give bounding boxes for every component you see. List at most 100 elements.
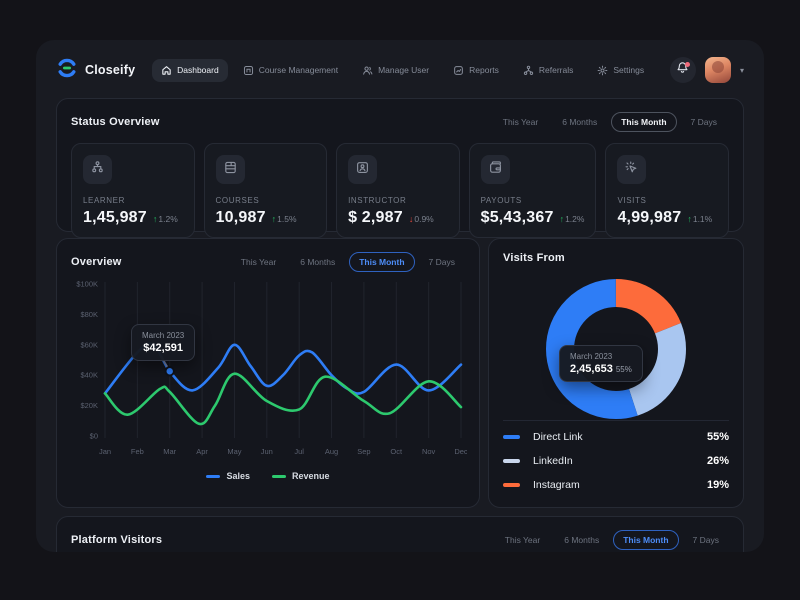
tooltip-date: March 2023: [570, 352, 613, 361]
filter-this-year[interactable]: This Year: [504, 535, 541, 545]
revenue-dash-icon: [272, 474, 286, 478]
stat-cards: LEARNER 1,45,987 ↑1.2% COURSES 10,987 ↑1…: [71, 143, 733, 238]
user-avatar[interactable]: [704, 57, 731, 83]
referral-tree-icon: [523, 65, 534, 76]
course-box-icon: [243, 65, 254, 76]
donut-tooltip: March 2023 2,45,653 55%: [559, 345, 643, 382]
svg-text:$100K: $100K: [76, 280, 98, 289]
svg-text:Feb: Feb: [131, 447, 144, 456]
legend-revenue: Revenue: [272, 471, 330, 481]
notification-dot: [684, 62, 690, 67]
filter-this-month[interactable]: This Month: [611, 112, 677, 132]
filter-6-months[interactable]: 6 Months: [562, 117, 598, 127]
legend-row-instagram[interactable]: Instagram 19%: [503, 473, 729, 497]
nav-label: Settings: [613, 65, 645, 75]
linkedin-dash-icon: [503, 459, 520, 463]
trend-arrow-icon: ↑: [152, 214, 158, 224]
stat-value: 10,987: [215, 209, 266, 226]
visits-from-title: Visits From: [503, 252, 565, 264]
stat-label: LEARNER: [83, 196, 125, 205]
users-icon: [362, 65, 373, 76]
line-chart[interactable]: Jan Feb Mar Apr May Jun Jul Aug Sep Oct Nov Dec $100…: [71, 278, 468, 469]
overview-title: Overview: [71, 256, 122, 268]
filter-7-days[interactable]: 7 Days: [428, 257, 455, 267]
status-overview-title: Status Overview: [71, 116, 160, 128]
stat-label: VISITS: [617, 196, 647, 205]
svg-text:$0: $0: [90, 432, 98, 441]
nav-item-referrals[interactable]: Referrals: [514, 59, 582, 82]
nav-item-course-management[interactable]: Course Management: [234, 59, 347, 82]
legend-sales: Sales: [206, 471, 250, 481]
trend-arrow-icon: ↑: [687, 214, 692, 224]
instagram-dash-icon: [503, 483, 520, 487]
nav-label: Course Management: [258, 65, 339, 75]
report-icon: [453, 65, 464, 76]
nav-item-manage-user[interactable]: Manage User: [353, 59, 438, 82]
nav-label: Reports: [469, 65, 499, 75]
svg-text:Sep: Sep: [357, 447, 370, 456]
learners-icon: [90, 160, 105, 180]
stat-delta: ↑1.2%: [152, 214, 178, 224]
trend-arrow-icon: ↓: [408, 214, 414, 224]
stat-card-visits[interactable]: VISITS 4,99,987 ↑1.1%: [605, 143, 729, 238]
filter-this-year[interactable]: This Year: [502, 117, 539, 127]
platform-visitors-title: Platform Visitors: [71, 534, 163, 546]
notifications-button[interactable]: [669, 57, 696, 83]
stat-card-instructor[interactable]: INSTRUCTOR $ 2,987 ↓0.9%: [336, 143, 460, 238]
stat-delta: ↑1.5%: [271, 214, 297, 224]
svg-text:$60K: $60K: [80, 340, 98, 349]
stat-card-learner[interactable]: LEARNER 1,45,987 ↑1.2%: [71, 143, 195, 238]
tooltip-value: $42,591: [143, 342, 183, 354]
svg-text:Jan: Jan: [99, 447, 111, 456]
filter-6-months[interactable]: 6 Months: [300, 257, 336, 267]
filter-this-month[interactable]: This Month: [349, 252, 415, 272]
svg-text:Dec: Dec: [454, 447, 467, 456]
brand[interactable]: Closeify: [56, 57, 135, 84]
overview-time-filter: This Year 6 Months This Month 7 Days: [231, 252, 465, 272]
nav-item-dashboard[interactable]: Dashboard: [152, 58, 228, 82]
filter-this-year[interactable]: This Year: [240, 257, 277, 267]
instructor-icon: [355, 160, 370, 180]
legend-row-linkedin[interactable]: LinkedIn 26%: [503, 449, 729, 473]
filter-this-month[interactable]: This Month: [613, 530, 679, 550]
nav-label: Manage User: [378, 65, 430, 75]
nav-item-settings[interactable]: Settings: [588, 59, 653, 82]
topbar: Closeify Dashboard Course Management: [56, 50, 744, 90]
main-nav: Dashboard Course Management Manage User: [152, 58, 653, 82]
svg-text:Jun: Jun: [261, 447, 273, 456]
filter-6-months[interactable]: 6 Months: [564, 535, 600, 545]
svg-text:Oct: Oct: [390, 447, 403, 456]
visits-from-section: Visits From March 2023 2,45,653 55% Direc…: [488, 238, 744, 508]
tooltip-date: March 2023: [142, 331, 185, 340]
stat-label: INSTRUCTOR: [348, 196, 407, 205]
stat-delta: ↓0.9%: [408, 214, 434, 224]
stat-card-payouts[interactable]: PAYOUTS $5,43,367 ↑1.2%: [468, 143, 597, 238]
home-icon: [161, 65, 172, 76]
chevron-down-icon[interactable]: ▾: [739, 65, 744, 75]
donut-legend: Direct Link 55% LinkedIn 26% Instagram 1…: [503, 420, 729, 497]
svg-text:$40K: $40K: [80, 371, 98, 380]
legend-row-direct-link[interactable]: Direct Link 55%: [503, 425, 729, 449]
nav-label: Referrals: [538, 65, 574, 75]
svg-text:$20K: $20K: [80, 401, 98, 410]
filter-7-days[interactable]: 7 Days: [690, 117, 717, 127]
stat-card-courses[interactable]: COURSES 10,987 ↑1.5%: [203, 143, 328, 238]
status-time-filter: This Year 6 Months This Month 7 Days: [493, 112, 727, 132]
chart-tooltip: March 2023 $42,591: [131, 324, 196, 361]
filter-7-days[interactable]: 7 Days: [692, 535, 719, 545]
overview-chart-section: Overview This Year 6 Months This Month 7…: [56, 238, 480, 508]
visits-icon: [624, 160, 639, 180]
nav-item-reports[interactable]: Reports: [444, 59, 508, 82]
stat-label: PAYOUTS: [480, 196, 522, 205]
stat-value: $ 2,987: [348, 209, 403, 226]
line-chart-legend: Sales Revenue: [71, 471, 465, 481]
svg-text:$80K: $80K: [80, 310, 98, 319]
brand-name: Closeify: [85, 63, 136, 77]
trend-arrow-icon: ↑: [559, 214, 565, 224]
nav-label: Dashboard: [177, 65, 219, 75]
svg-text:Aug: Aug: [325, 447, 338, 456]
svg-text:Nov: Nov: [422, 447, 436, 456]
stat-delta: ↑1.1%: [687, 214, 713, 224]
svg-text:May: May: [227, 447, 241, 456]
stat-value: 1,45,987: [83, 209, 147, 226]
